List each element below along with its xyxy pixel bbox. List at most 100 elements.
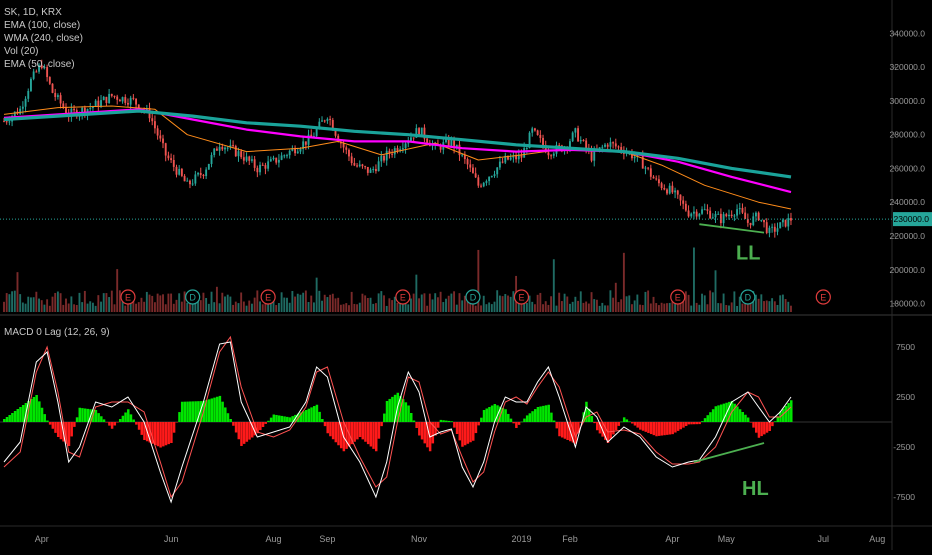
volume-bar bbox=[361, 293, 364, 312]
candle-body bbox=[533, 128, 536, 131]
volume-bar bbox=[24, 303, 27, 312]
candle-body bbox=[582, 140, 585, 142]
candle-body bbox=[19, 108, 22, 114]
volume-bar bbox=[555, 305, 558, 312]
volume-bar bbox=[197, 297, 199, 312]
time-tick-label: Jul bbox=[818, 534, 830, 544]
volume-bar bbox=[693, 247, 695, 312]
macd-hist-bar bbox=[461, 422, 464, 447]
price-tick-label: 280000.0 bbox=[890, 130, 926, 140]
macd-hist-bar bbox=[595, 422, 599, 431]
candle-body bbox=[776, 228, 779, 232]
candle-body bbox=[13, 111, 16, 117]
volume-bar bbox=[684, 291, 687, 312]
candle-body bbox=[493, 174, 496, 176]
candle-body bbox=[590, 150, 593, 161]
macd-hist-bar bbox=[717, 405, 720, 422]
macd-hist-bar bbox=[496, 405, 499, 422]
candle-body bbox=[647, 167, 650, 169]
indicator-wma240: WMA (240, close) bbox=[4, 33, 83, 44]
candle-body bbox=[690, 213, 693, 217]
candle-body bbox=[283, 155, 286, 157]
volume-bar bbox=[504, 294, 507, 312]
macd-hist-bar bbox=[620, 421, 623, 423]
candle-body bbox=[641, 155, 644, 169]
macd-hist-bar bbox=[612, 422, 615, 435]
volume-bar bbox=[132, 293, 135, 312]
volume-bar bbox=[13, 290, 16, 312]
macd-hist-bar bbox=[445, 420, 448, 422]
candle-body bbox=[693, 211, 695, 214]
time-tick-label: Sep bbox=[319, 534, 335, 544]
volume-bar bbox=[512, 291, 515, 312]
volume-bar bbox=[218, 303, 221, 312]
candle-body bbox=[170, 158, 173, 160]
volume-bar bbox=[587, 303, 590, 312]
volume-bar bbox=[16, 272, 19, 312]
candle-body bbox=[668, 185, 671, 194]
candle-body bbox=[752, 216, 755, 226]
volume-bar bbox=[622, 252, 625, 312]
volume-bar bbox=[385, 305, 388, 312]
volume-bar bbox=[167, 293, 170, 312]
volume-bar bbox=[353, 303, 356, 312]
candle-body bbox=[606, 144, 609, 147]
volume-bar bbox=[547, 304, 550, 312]
macd-hist-bar bbox=[75, 417, 79, 422]
volume-bar bbox=[291, 291, 294, 312]
macd-hist-bar bbox=[604, 422, 607, 440]
volume-bar bbox=[404, 298, 407, 312]
candle-body bbox=[784, 219, 787, 227]
macd-hist-bar bbox=[288, 417, 292, 422]
macd-hist-bar bbox=[65, 422, 68, 444]
macd-hist-bar bbox=[666, 422, 669, 435]
macd-hist-bar bbox=[571, 422, 575, 443]
macd-hist-bar bbox=[679, 422, 683, 430]
macd-hist-bar bbox=[277, 415, 281, 422]
candle-body bbox=[757, 212, 760, 221]
volume-bar bbox=[32, 297, 35, 312]
volume-bar bbox=[256, 290, 259, 312]
macd-hist-bar bbox=[442, 420, 445, 422]
volume-bar bbox=[633, 300, 636, 312]
macd-hist-bar bbox=[709, 412, 712, 422]
macd-hist-bar bbox=[472, 422, 475, 441]
macd-hist-bar bbox=[213, 397, 216, 422]
volume-bar bbox=[509, 296, 512, 312]
candle-body bbox=[579, 140, 582, 142]
macd-hist-bar bbox=[194, 401, 197, 422]
volume-bar bbox=[428, 293, 431, 312]
macd-hist-bar bbox=[97, 413, 100, 422]
candle-body bbox=[175, 166, 178, 175]
candle-body bbox=[372, 169, 375, 171]
macd-hist-bar bbox=[722, 403, 726, 422]
macd-hist-bar bbox=[167, 422, 170, 445]
volume-bar bbox=[544, 301, 547, 312]
volume-bar bbox=[719, 303, 722, 312]
macd-hist-bar bbox=[566, 422, 569, 440]
candle-body bbox=[253, 159, 256, 168]
macd-hist-bar bbox=[544, 405, 548, 422]
volume-bar bbox=[110, 290, 113, 312]
candle-body bbox=[571, 132, 574, 142]
volume-bar bbox=[148, 294, 151, 312]
candle-body bbox=[118, 99, 121, 102]
macd-hist-bar bbox=[199, 401, 203, 422]
volume-bar bbox=[763, 301, 765, 312]
macd-hist-bar bbox=[251, 422, 254, 438]
candle-body bbox=[765, 222, 768, 233]
macd-hist-bar bbox=[744, 414, 747, 422]
volume-bar bbox=[207, 303, 210, 312]
macd-hist-bar bbox=[418, 422, 421, 436]
macd-hist-bar bbox=[420, 422, 424, 440]
ma-line-1 bbox=[3, 105, 792, 210]
volume-bar bbox=[493, 301, 496, 312]
macd-hist-bar bbox=[671, 422, 674, 435]
volume-bar bbox=[574, 296, 577, 312]
candle-body bbox=[773, 226, 776, 232]
macd-hist-bar bbox=[585, 401, 588, 422]
volume-bar bbox=[771, 298, 774, 312]
signal-line bbox=[3, 335, 792, 499]
